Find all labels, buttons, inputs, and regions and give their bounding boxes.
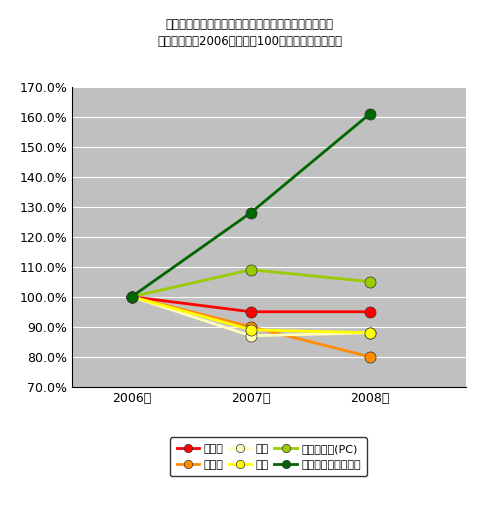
Text: メディア接続時間時系列推移（分、一日当たり平均）
（個々媒体の2006年の値を100％とした時の推移）: メディア接続時間時系列推移（分、一日当たり平均） （個々媒体の2006年の値を1… [157,18,342,48]
Legend: テレビ, ラジオ, 新聞, 雑誌, ネット接続(PC), ネット接続（携帯）: テレビ, ラジオ, 新聞, 雑誌, ネット接続(PC), ネット接続（携帯） [170,437,367,476]
